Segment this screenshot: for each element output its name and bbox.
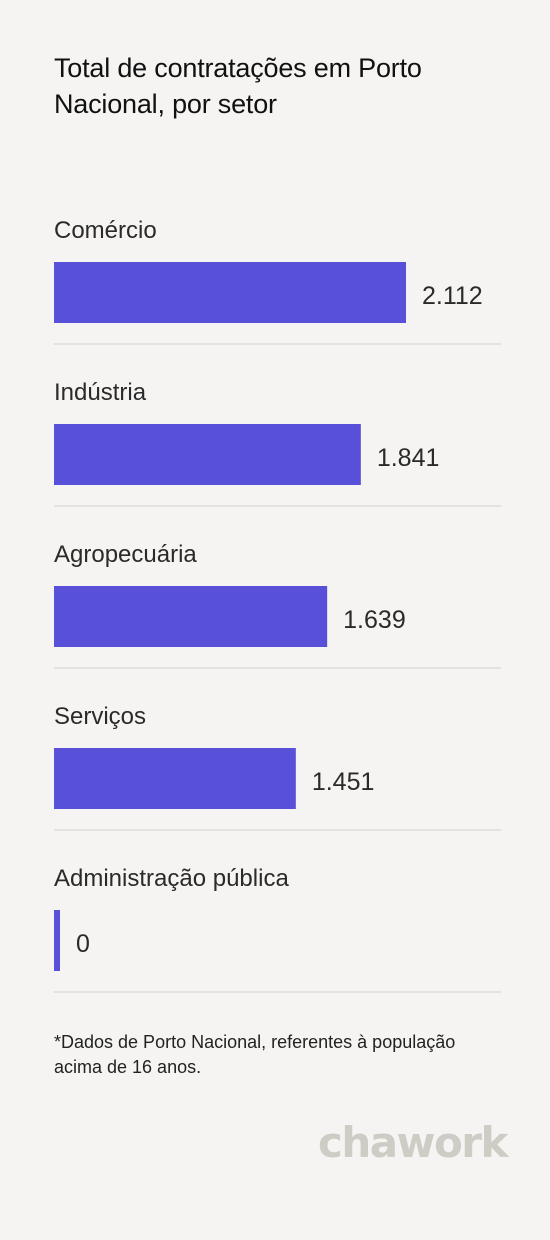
value-label: 2.112 <box>422 282 483 310</box>
value-label: 1.451 <box>312 768 375 796</box>
value-label: 1.639 <box>343 606 406 634</box>
bar <box>54 586 328 647</box>
bar <box>54 910 60 971</box>
brand-logo: chawork <box>318 1118 508 1167</box>
bar <box>54 748 296 809</box>
category-label: Agropecuária <box>54 541 197 568</box>
chart-title: Total de contratações em Porto Nacional,… <box>54 53 422 119</box>
category-label: Indústria <box>54 379 147 406</box>
category-label: Comércio <box>54 217 157 244</box>
value-label: 1.841 <box>377 444 440 472</box>
value-label: 0 <box>76 930 90 958</box>
bar <box>54 424 361 485</box>
category-label: Administração pública <box>54 865 289 892</box>
category-label: Serviços <box>54 703 146 730</box>
footnote: *Dados de Porto Nacional, referentes à p… <box>54 1032 456 1077</box>
bar <box>54 262 406 323</box>
